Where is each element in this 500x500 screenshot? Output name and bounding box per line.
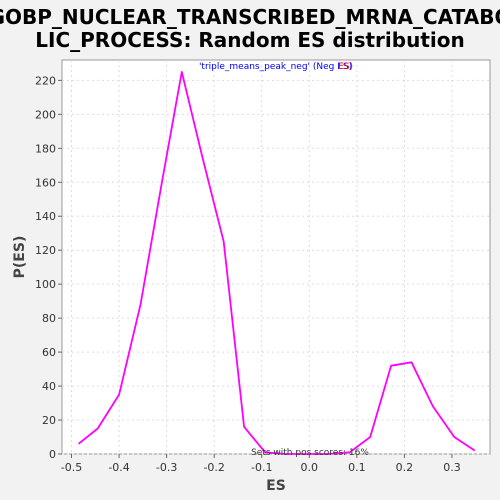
plot-area bbox=[62, 60, 490, 454]
y-tick-label: 20 bbox=[42, 414, 56, 427]
y-axis-label: P(ES) bbox=[12, 236, 28, 279]
y-tick-label: 140 bbox=[35, 210, 56, 223]
y-tick-label: 200 bbox=[35, 108, 56, 121]
y-tick-label: 120 bbox=[35, 244, 56, 257]
y-tick-label: 100 bbox=[35, 278, 56, 291]
pos-scores-annotation: Sets with pos scores: 16% bbox=[251, 448, 369, 458]
y-tick-label: 60 bbox=[42, 346, 56, 359]
y-tick-label: 180 bbox=[35, 142, 56, 155]
x-tick-label: -0.2 bbox=[203, 461, 224, 474]
legend-entry: 'triple_means_peak_neg' (Neg ES)ES) bbox=[199, 62, 353, 72]
x-tick-label: 0.1 bbox=[348, 461, 366, 474]
y-tick-label: 0 bbox=[49, 448, 56, 461]
x-tick-label: 0.2 bbox=[396, 461, 414, 474]
x-tick-label: 0.3 bbox=[443, 461, 461, 474]
y-tick-label: 220 bbox=[35, 74, 56, 87]
y-axis-ticks: 0 20 40 60 80 100 120 140 160 180 200 220 bbox=[35, 74, 62, 461]
x-tick-label: 0.0 bbox=[301, 461, 319, 474]
x-tick-label: -0.3 bbox=[156, 461, 177, 474]
x-tick-label: -0.4 bbox=[108, 461, 129, 474]
y-tick-label: 160 bbox=[35, 176, 56, 189]
chart-title-line-2: LIC_PROCESS: Random ES distribution bbox=[35, 28, 464, 52]
x-axis-label: ES bbox=[266, 478, 286, 494]
y-tick-label: 40 bbox=[42, 380, 56, 393]
chart-title-line-1: GOBP_NUCLEAR_TRANSCRIBED_MRNA_CATABO bbox=[0, 5, 500, 29]
legend-text: 'triple_means_peak_neg' (Neg ES) bbox=[199, 62, 352, 72]
x-tick-label: -0.5 bbox=[61, 461, 82, 474]
legend-text-red: ES) bbox=[338, 62, 353, 72]
x-tick-label: -0.1 bbox=[251, 461, 272, 474]
y-tick-label: 80 bbox=[42, 312, 56, 325]
